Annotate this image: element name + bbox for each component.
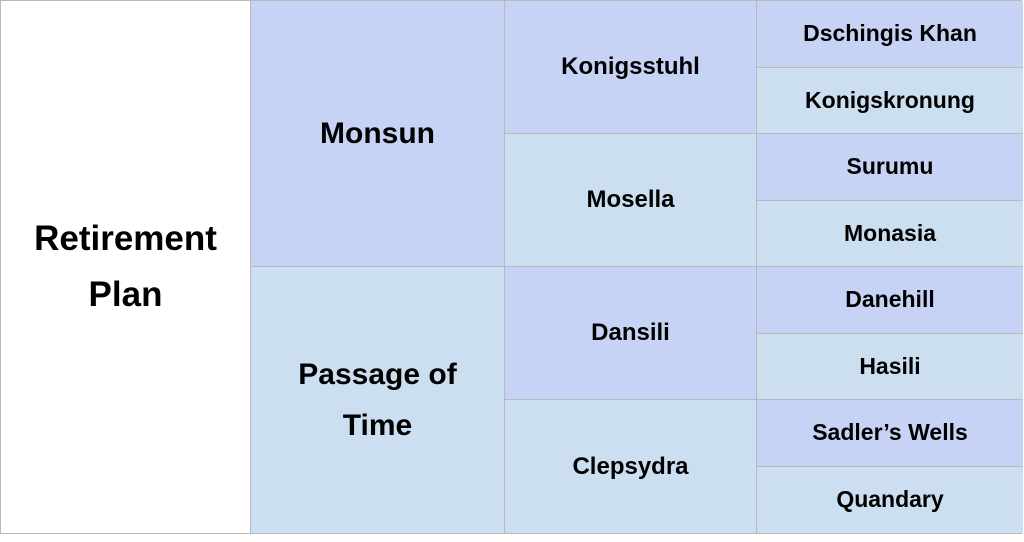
sire-cell: Monsun	[251, 1, 505, 267]
subject-name-line1: Retirement	[34, 219, 217, 258]
great-grandparent-cell: Quandary	[757, 466, 1023, 533]
great-grandparent-name: Surumu	[846, 153, 934, 180]
grandparent-cell: Clepsydra	[505, 400, 757, 533]
great-grandparent-name: Hasili	[859, 352, 921, 379]
grandparent-name: Clepsydra	[572, 452, 689, 480]
grandparent-cell: Dansili	[505, 267, 757, 400]
subject-name-line2: Plan	[88, 275, 163, 314]
dam-cell: Passage of Time	[251, 267, 505, 533]
great-grandparent-name: Sadler’s Wells	[812, 419, 968, 446]
great-grandparent-cell: Monasia	[757, 200, 1023, 267]
great-grandparent-name: Quandary	[836, 486, 944, 513]
great-grandparent-cell: Konigskronung	[757, 67, 1023, 134]
grandparent-cell: Konigsstuhl	[505, 1, 757, 134]
grandparent-name: Konigsstuhl	[561, 53, 700, 80]
subject-horse: Retirement Plan	[1, 1, 251, 533]
grandparent-name: Dansili	[591, 319, 670, 346]
great-grandparent-cell: Hasili	[757, 333, 1023, 400]
grandparent-name: Mosella	[586, 186, 675, 213]
great-grandparent-cell: Surumu	[757, 134, 1023, 201]
great-grandparent-name: Monasia	[843, 219, 937, 246]
great-grandparent-name: Danehill	[845, 286, 935, 313]
grandparent-cell: Mosella	[505, 134, 757, 267]
great-grandparent-cell: Danehill	[757, 267, 1023, 334]
dam-name-line1: Passage of	[298, 358, 457, 391]
great-grandparent-cell: Sadler’s Wells	[757, 400, 1023, 467]
great-grandparent-name: Dschingis Khan	[803, 20, 977, 47]
sire-name: Monsun	[320, 117, 435, 150]
dam-name-line2: Time	[342, 409, 413, 442]
great-grandparent-name: Konigskronung	[805, 86, 975, 113]
great-grandparent-cell: Dschingis Khan	[757, 1, 1023, 68]
